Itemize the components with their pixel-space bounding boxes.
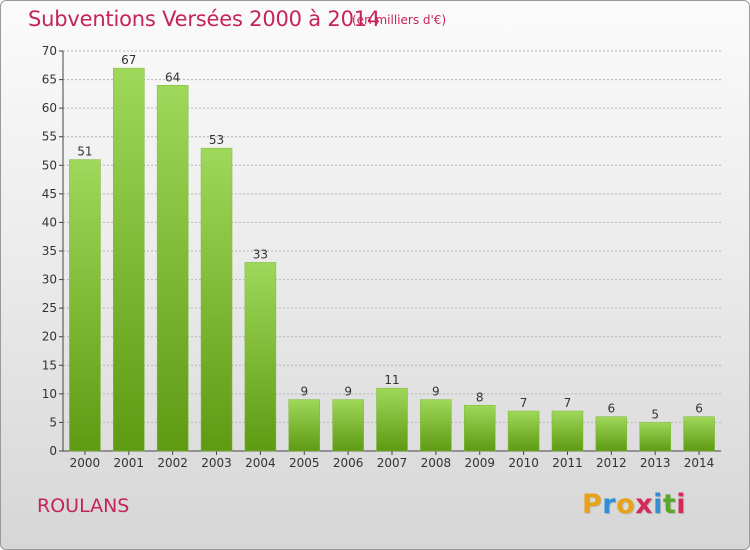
bar bbox=[113, 67, 145, 452]
x-tick-label: 2000 bbox=[70, 456, 101, 470]
bar bbox=[376, 387, 408, 452]
bar bbox=[551, 410, 584, 452]
bar-value-label: 7 bbox=[520, 396, 528, 410]
data-labels: 51 67 64 53 33 9 9 11 9 8 7 7 6 5 6 bbox=[77, 53, 703, 421]
logo-letter: o bbox=[616, 489, 636, 520]
y-tick-label: 20 bbox=[42, 330, 57, 344]
bar-value-label: 7 bbox=[564, 396, 572, 410]
bar-value-label: 64 bbox=[165, 70, 180, 84]
bar-value-label: 9 bbox=[432, 385, 440, 399]
x-tick-label: 2010 bbox=[508, 456, 539, 470]
bar-value-label: 5 bbox=[651, 407, 659, 421]
bar bbox=[639, 422, 671, 452]
x-tick-label: 2007 bbox=[377, 456, 408, 470]
y-tick-label: 35 bbox=[42, 244, 57, 258]
chart-subtitle: (en milliers d'€) bbox=[352, 13, 447, 27]
bar-value-label: 8 bbox=[476, 390, 484, 404]
logo-letter: t bbox=[662, 489, 677, 520]
bar-value-label: 9 bbox=[344, 385, 352, 399]
bar-value-label: 6 bbox=[608, 402, 616, 416]
x-tick-label: 2009 bbox=[464, 456, 495, 470]
x-tick-label: 2013 bbox=[640, 456, 671, 470]
y-tick-label: 30 bbox=[42, 273, 57, 287]
bars bbox=[69, 67, 715, 452]
bar bbox=[507, 410, 540, 452]
bar bbox=[69, 159, 101, 452]
x-tick-label: 2011 bbox=[552, 456, 583, 470]
bar bbox=[595, 416, 628, 452]
y-tick-label: 25 bbox=[42, 301, 57, 315]
y-tick-label: 10 bbox=[42, 387, 57, 401]
bar bbox=[463, 405, 496, 452]
logo-letter: P bbox=[582, 489, 603, 520]
bar-value-label: 67 bbox=[121, 53, 136, 67]
x-tick-label: 2014 bbox=[684, 456, 715, 470]
bar bbox=[332, 399, 364, 452]
bar-value-label: 6 bbox=[695, 402, 703, 416]
y-tick-label: 50 bbox=[42, 158, 57, 172]
bar bbox=[200, 147, 233, 452]
bar-value-label: 53 bbox=[209, 133, 224, 147]
x-tick-label: 2008 bbox=[421, 456, 452, 470]
y-tick-label: 0 bbox=[49, 444, 57, 458]
y-tick-label: 5 bbox=[49, 415, 57, 429]
y-tick-label: 60 bbox=[42, 101, 57, 115]
logo-letter: i bbox=[653, 489, 663, 520]
commune-name: ROULANS bbox=[37, 495, 130, 517]
y-tick-label: 40 bbox=[42, 215, 57, 229]
y-tick-label: 55 bbox=[42, 130, 57, 144]
x-tick-label: 2003 bbox=[201, 456, 232, 470]
x-tick-label: 2012 bbox=[596, 456, 627, 470]
bar-value-label: 33 bbox=[253, 247, 268, 261]
bar-value-label: 9 bbox=[300, 385, 308, 399]
bar bbox=[420, 399, 452, 452]
bar bbox=[683, 416, 715, 452]
x-tick-label: 2001 bbox=[114, 456, 145, 470]
y-tick-label: 65 bbox=[42, 73, 57, 87]
proxiti-logo[interactable]: Proxiti bbox=[582, 489, 686, 520]
bar-value-label: 11 bbox=[384, 373, 399, 387]
bar bbox=[156, 85, 189, 452]
logo-letter: i bbox=[676, 489, 687, 520]
y-tick-label: 15 bbox=[42, 358, 57, 372]
bar-value-label: 51 bbox=[77, 145, 92, 159]
x-tick-label: 2004 bbox=[245, 456, 276, 470]
logo-letter: r bbox=[602, 489, 617, 520]
x-tick-label: 2002 bbox=[157, 456, 188, 470]
bar bbox=[288, 399, 321, 452]
y-tick-label: 70 bbox=[42, 44, 57, 58]
y-tick-label: 45 bbox=[42, 187, 57, 201]
x-tick-label: 2006 bbox=[333, 456, 364, 470]
logo-letter: x bbox=[635, 489, 654, 520]
bar bbox=[244, 262, 277, 452]
x-tick-label: 2005 bbox=[289, 456, 320, 470]
chart-title: Subventions Versées 2000 à 2014 bbox=[28, 7, 381, 31]
